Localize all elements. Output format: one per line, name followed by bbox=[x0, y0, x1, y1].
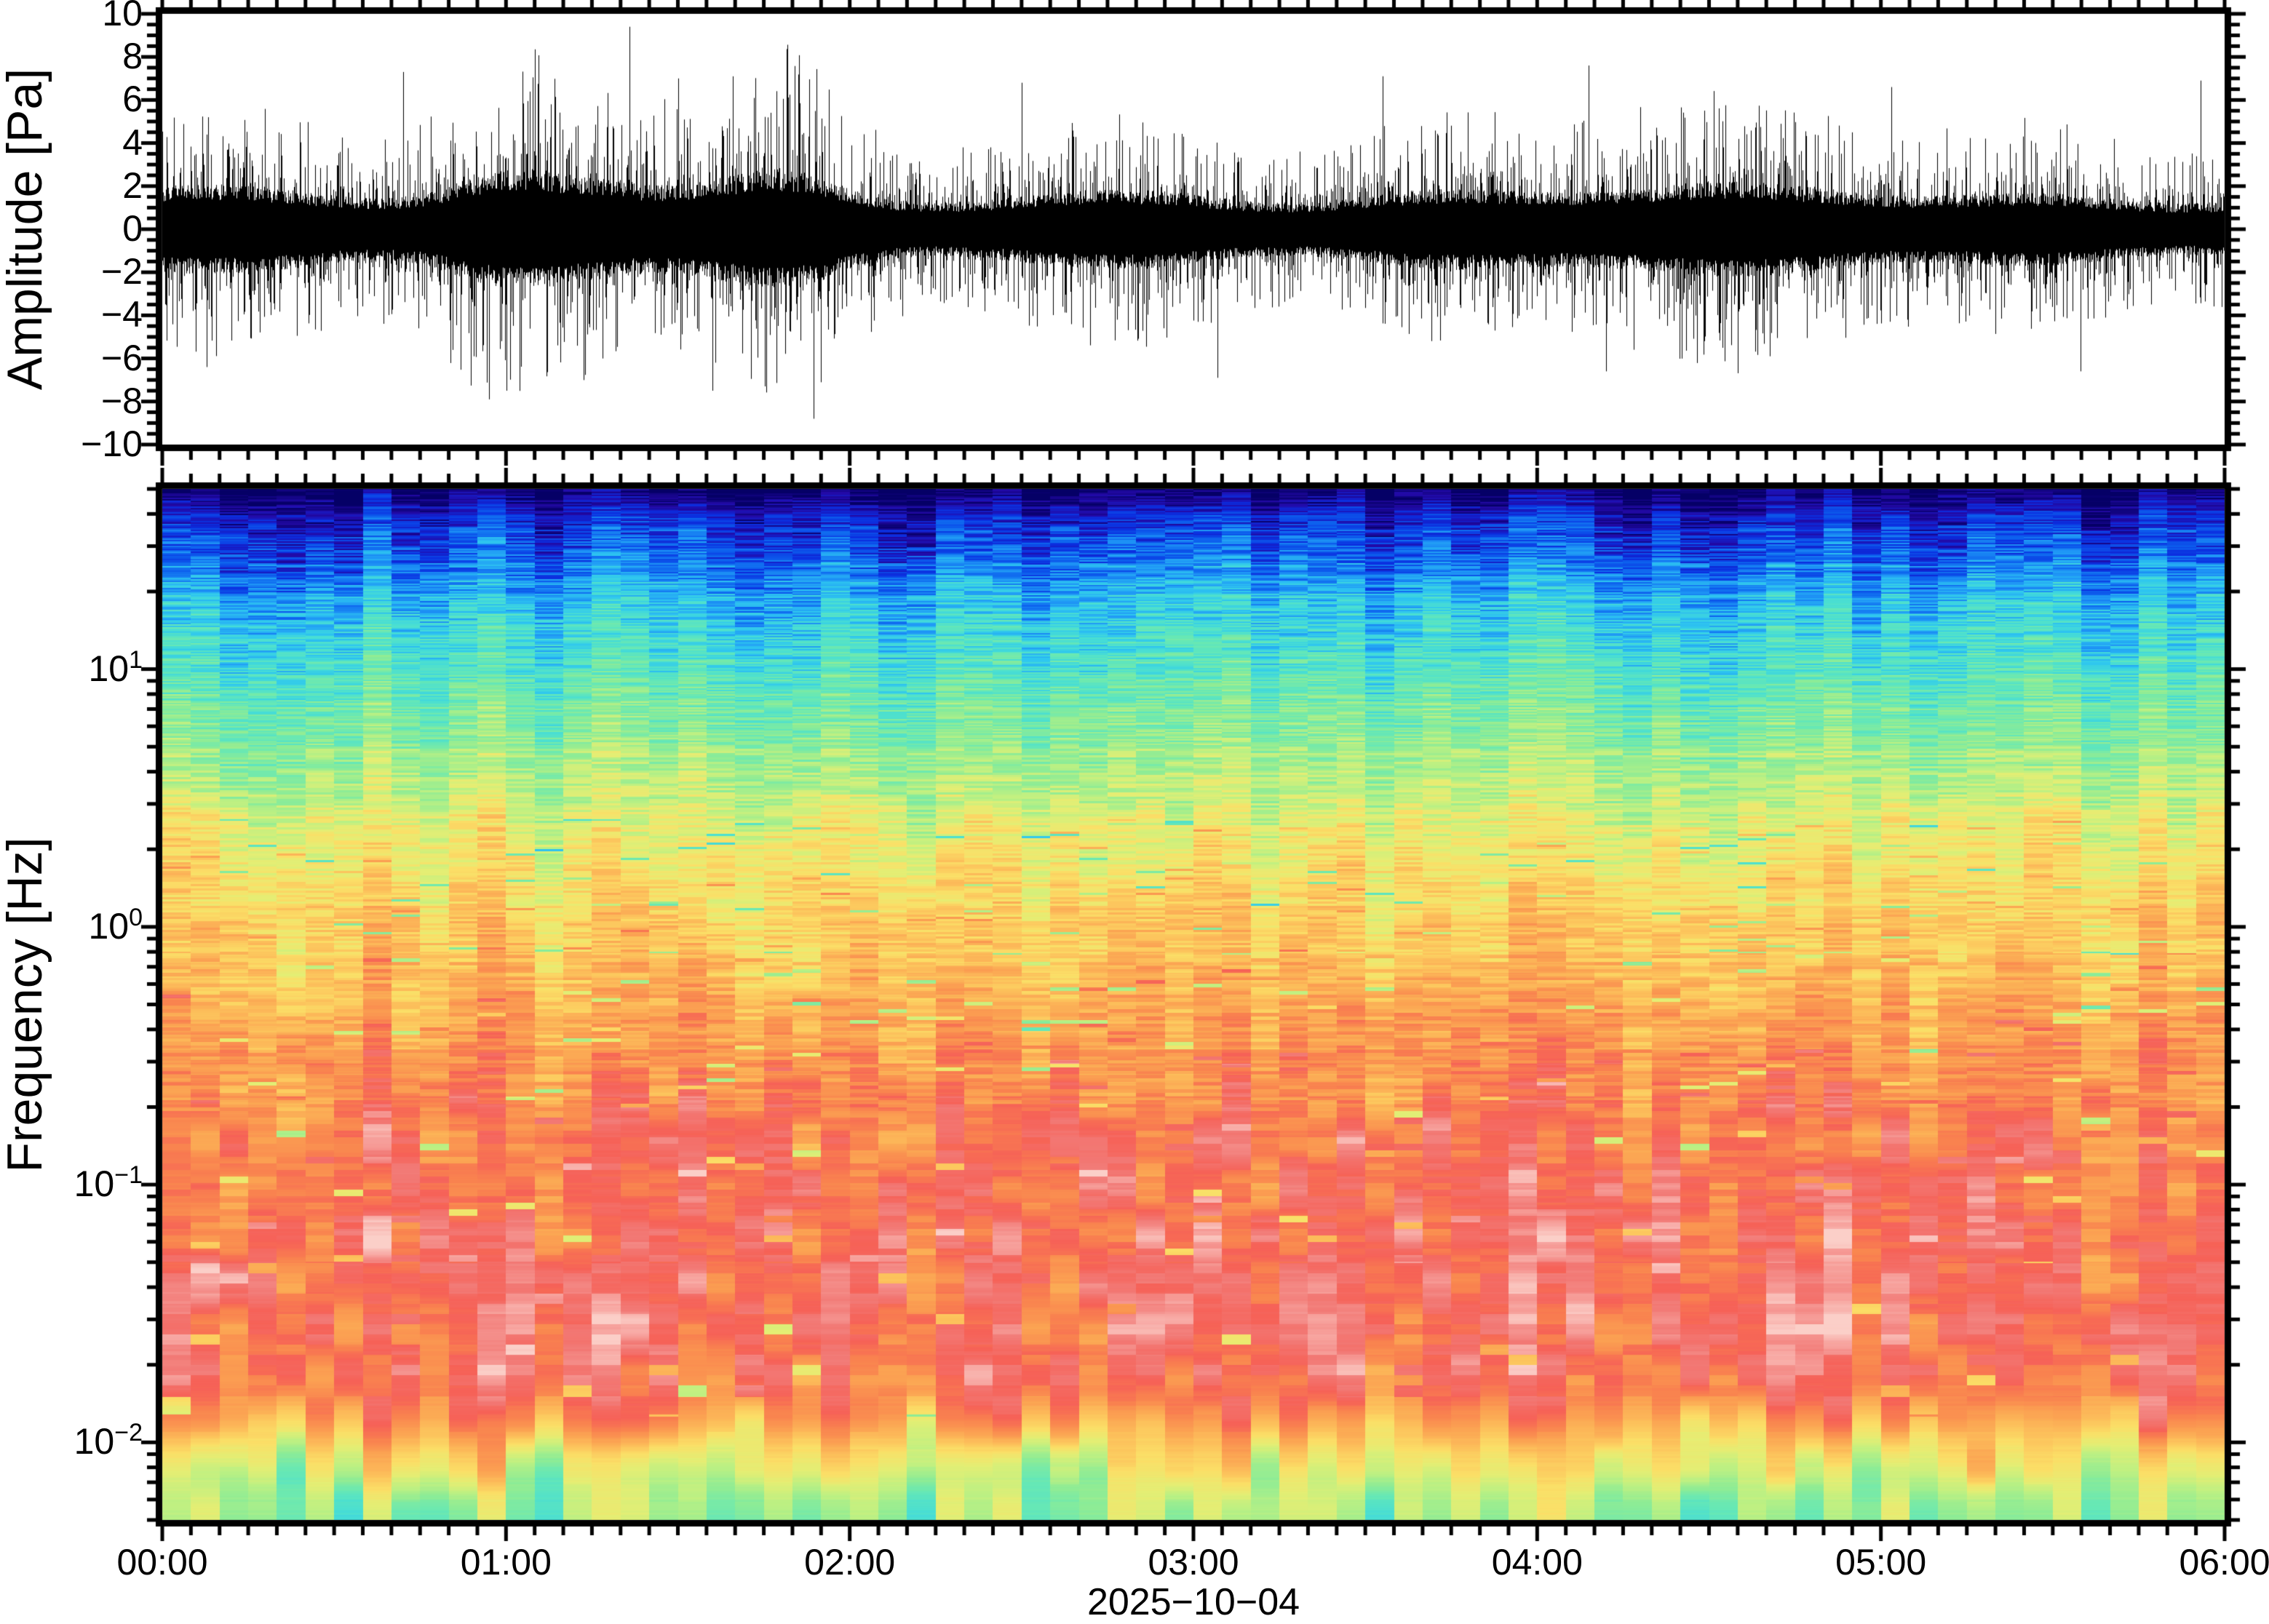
amplitude-axis-title: Amplitude [Pa] bbox=[0, 68, 52, 391]
frequency-axis-title: Frequency [Hz] bbox=[0, 836, 52, 1173]
date-label: 2025−10−04 bbox=[1086, 1581, 1300, 1623]
